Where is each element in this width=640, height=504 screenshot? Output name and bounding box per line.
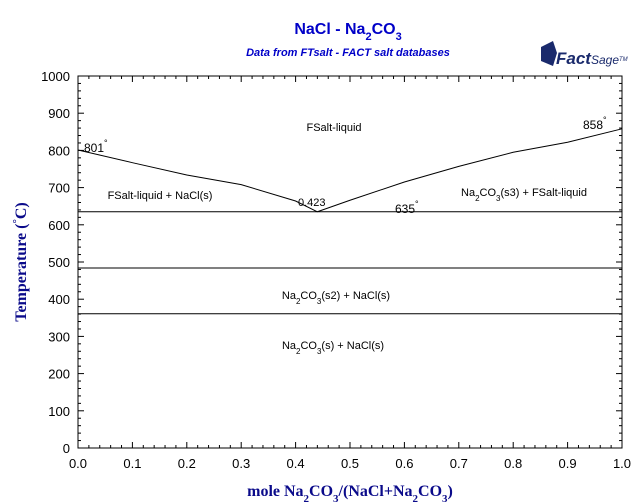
- x-tick-label: 0.0: [69, 456, 87, 471]
- phase-line-liquidus-1: [317, 128, 623, 213]
- x-tick-label: 0.9: [559, 456, 577, 471]
- factsage-logo: FactSageTM: [541, 41, 628, 68]
- chart-title: NaCl - Na2CO3: [294, 21, 401, 43]
- eutectic-composition-label: 0.423: [298, 197, 326, 209]
- region-na2co3-s2-nacl-label: Na2CO3(s2) + NaCl(s): [282, 290, 390, 306]
- y-tick-label: 600: [48, 218, 70, 233]
- y-axis-title: Temperature (°C): [11, 202, 30, 322]
- nacl-melting-label: 801°: [84, 138, 108, 155]
- x-tick-label: 0.4: [287, 456, 305, 471]
- x-tick-label: 0.7: [450, 456, 468, 471]
- x-tick-label: 0.5: [341, 456, 359, 471]
- x-tick-label: 0.3: [232, 456, 250, 471]
- y-tick-label: 800: [48, 143, 70, 158]
- y-tick-label: 100: [48, 404, 70, 419]
- region-na2co3-s3-liquid-label: Na2CO3(s3) + FSalt-liquid: [461, 187, 587, 203]
- x-tick-label: 0.2: [178, 456, 196, 471]
- y-tick-label: 200: [48, 367, 70, 382]
- phase-boundaries: [77, 128, 623, 315]
- x-axis-title: mole Na2CO3/(NaCl+Na2CO3): [247, 483, 453, 504]
- x-axis-ticks: 0.0 0.1 0.2 0.3 0.4 0.5 0.6 0.7 0.8 0.9 1.0: [69, 76, 631, 471]
- x-tick-label: 1.0: [613, 456, 631, 471]
- x-tick-label: 0.6: [395, 456, 413, 471]
- y-tick-label: 700: [48, 181, 70, 196]
- eutectic-temperature-label: 635°: [395, 199, 419, 216]
- region-liquid-label: FSalt-liquid: [306, 122, 361, 134]
- svg-text:FactSageTM: FactSageTM: [556, 49, 628, 68]
- y-tick-label: 1000: [41, 69, 70, 84]
- x-tick-label: 0.1: [123, 456, 141, 471]
- region-na2co3-s-nacl-label: Na2CO3(s) + NaCl(s): [282, 340, 384, 356]
- y-tick-label: 400: [48, 292, 70, 307]
- y-axis-ticks: 0 100 200 300 400 500 600 700 800 900 1000: [41, 69, 622, 456]
- y-tick-label: 900: [48, 106, 70, 121]
- y-tick-label: 300: [48, 329, 70, 344]
- x-tick-label: 0.8: [504, 456, 522, 471]
- na2co3-melting-label: 858°: [583, 115, 607, 132]
- y-tick-label: 0: [63, 441, 70, 456]
- chart-subtitle: Data from FTsalt - FACT salt databases: [246, 47, 450, 59]
- region-liquid-nacl-label: FSalt-liquid + NaCl(s): [108, 190, 213, 202]
- y-tick-label: 500: [48, 255, 70, 270]
- phase-line-liquidus-0: [77, 149, 318, 213]
